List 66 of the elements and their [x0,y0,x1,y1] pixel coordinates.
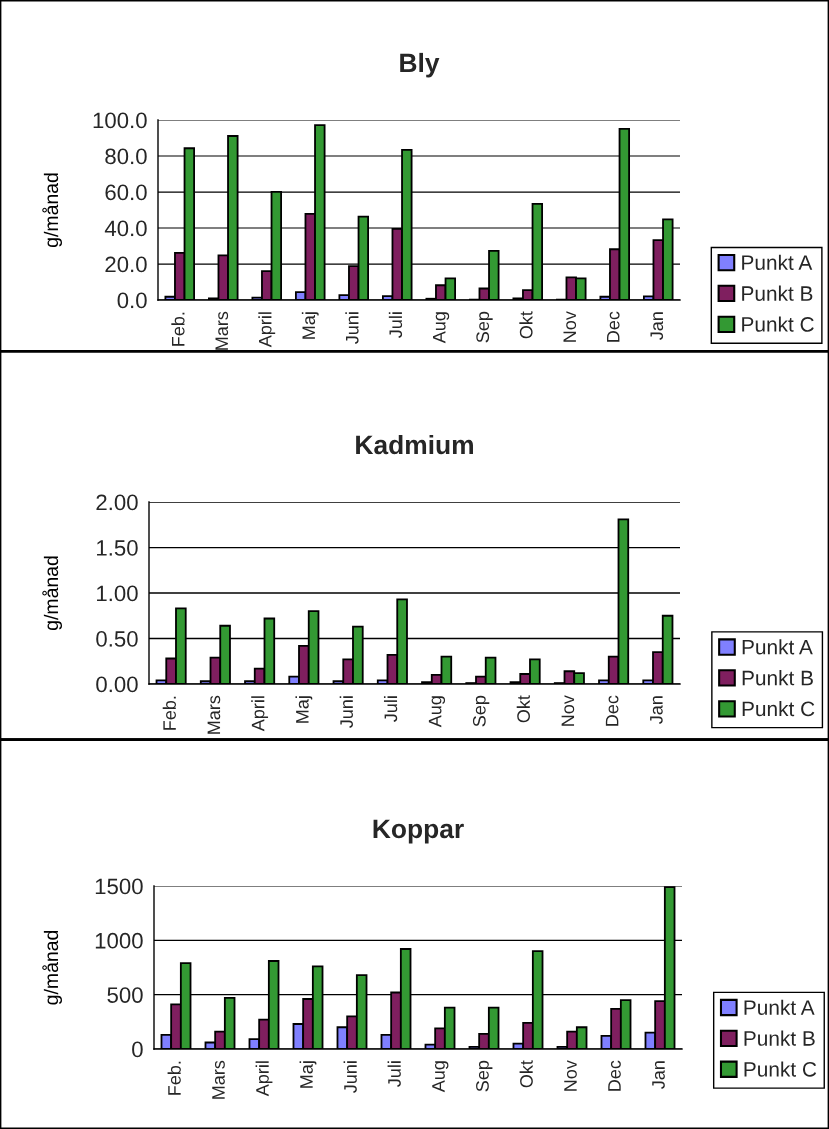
x-tick-label: Juli [387,1061,401,1087]
x-tick-label: Dec [607,311,620,342]
x-tick-label: Jan [650,696,663,724]
x-tick-label: Juli [383,696,398,722]
legend-label: Punkt A [742,254,813,271]
y-tick-label: 100.0 [93,112,147,129]
y-tick-label: 0 [132,1041,143,1058]
y-tick-label: 80.0 [105,148,147,165]
y-tick-label: 1000 [95,932,143,949]
x-tick-label: Jan [650,312,664,340]
x-tick-label: Jan [652,1061,665,1089]
x-tick-label: Juni [339,696,353,728]
x-tick-label: Okt [516,695,530,723]
x-tick-label: Sep [472,695,490,727]
legend-label: Punkt C [742,316,814,332]
x-tick-label: Maj [299,1061,317,1088]
y-tick-label: 40.0 [104,220,147,237]
x-tick-label: Mars [207,695,221,734]
chart-title: Bly [400,52,440,78]
x-tick-label: Nov [564,1060,577,1091]
x-tick-label: Nov [563,311,577,342]
x-tick-label: Feb. [167,1061,181,1095]
legend-label: Punkt C [742,700,815,717]
x-tick-label: Juli [388,312,403,338]
x-tick-label: Maj [295,696,313,723]
x-tick-label: Juni [343,1061,357,1093]
y-tick-label: 500 [107,987,143,1003]
x-tick-label: Maj [301,312,319,339]
x-tick-label: Aug [428,696,446,728]
y-tick-label: 0.0 [117,292,147,309]
x-tick-label: April [251,696,269,732]
legend-label: Punkt A [742,639,813,655]
y-axis-title: g/månad [42,173,62,248]
chart-title: Koppar [373,819,464,844]
x-tick-label: Feb. [171,312,185,346]
x-tick-label: April [258,312,276,348]
y-axis-title: g/månad [42,930,62,1005]
y-tick-label: 1.50 [97,540,138,556]
y-tick-label: 2.00 [96,494,138,511]
x-tick-label: Feb. [162,696,176,730]
y-tick-label: 20.0 [105,256,147,273]
x-tick-label: Sep [476,1060,493,1092]
y-axis-title: g/månad [42,556,62,631]
y-tick-label: 1.00 [97,585,138,602]
legend-label: Punkt B [744,1030,815,1046]
x-tick-label: Aug [433,312,450,344]
x-tick-label: Okt [519,311,533,339]
y-tick-label: 60.0 [105,184,147,201]
x-tick-label: Nov [561,695,575,726]
legend-label: Punkt C [744,1061,817,1077]
legend-label: Punkt B [742,285,813,301]
legend-label: Punkt A [744,999,815,1015]
y-tick-label: 0.50 [96,631,138,647]
legend-label: Punkt B [742,670,813,686]
x-tick-label: Juni [345,312,359,344]
x-tick-label: Aug [432,1061,449,1093]
chart-title: Kadmium [356,434,473,455]
x-tick-label: Sep [476,311,493,343]
x-tick-label: Dec [605,695,619,726]
x-tick-label: Mars [215,311,229,350]
x-tick-label: Mars [212,1060,225,1099]
x-tick-label: Dec [608,1060,621,1091]
y-tick-label: 0.00 [96,676,138,693]
x-tick-label: April [255,1061,273,1097]
y-tick-label: 1500 [95,878,143,895]
x-tick-label: Okt [519,1060,533,1088]
